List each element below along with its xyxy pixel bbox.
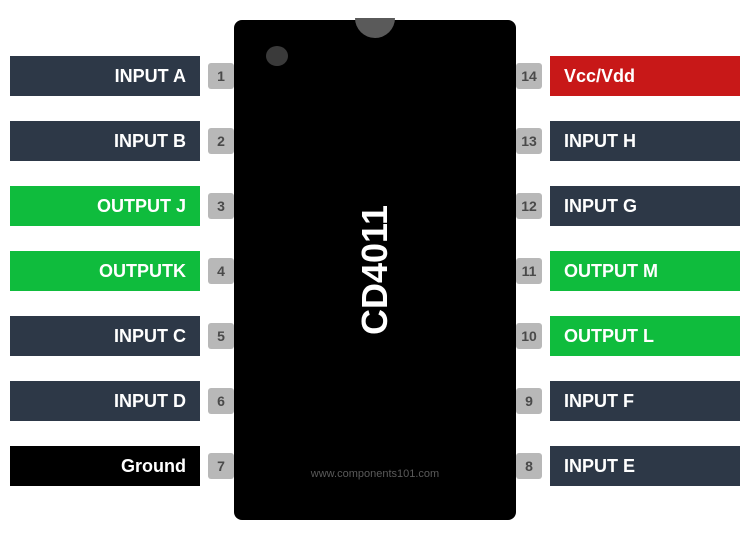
- pin-number-2: 2: [208, 128, 234, 154]
- pin-number-13: 13: [516, 128, 542, 154]
- pin-number-14: 14: [516, 63, 542, 89]
- pin-number-11: 11: [516, 258, 542, 284]
- pin-number-9: 9: [516, 388, 542, 414]
- chip-notch: [355, 18, 395, 38]
- pin-label-8: INPUT E: [550, 446, 740, 486]
- pin-label-3: OUTPUT J: [10, 186, 200, 226]
- pin-number-6: 6: [208, 388, 234, 414]
- pin-label-13: INPUT H: [550, 121, 740, 161]
- pin-label-6: INPUT D: [10, 381, 200, 421]
- pin-number-10: 10: [516, 323, 542, 349]
- pin-label-7: Ground: [10, 446, 200, 486]
- pin-number-4: 4: [208, 258, 234, 284]
- pin-label-14: Vcc/Vdd: [550, 56, 740, 96]
- pin-label-10: OUTPUT L: [550, 316, 740, 356]
- pin-number-1: 1: [208, 63, 234, 89]
- pin-label-5: INPUT C: [10, 316, 200, 356]
- watermark-text: www.components101.com: [311, 468, 439, 480]
- ic-chip-body: CD4011 www.components101.com: [234, 20, 516, 520]
- pinout-diagram: CD4011 www.components101.com 1 INPUT A 2 IN…: [0, 0, 750, 545]
- pin-label-11: OUTPUT M: [550, 251, 740, 291]
- pin-number-7: 7: [208, 453, 234, 479]
- pin-label-2: INPUT B: [10, 121, 200, 161]
- pin-label-4: OUTPUTK: [10, 251, 200, 291]
- pin-number-3: 3: [208, 193, 234, 219]
- pin-number-5: 5: [208, 323, 234, 349]
- chip-part-number: CD4011: [354, 205, 396, 335]
- pin-number-8: 8: [516, 453, 542, 479]
- pin-label-12: INPUT G: [550, 186, 740, 226]
- pin1-indicator-dot: [266, 46, 288, 66]
- pin-number-12: 12: [516, 193, 542, 219]
- pin-label-1: INPUT A: [10, 56, 200, 96]
- pin-label-9: INPUT F: [550, 381, 740, 421]
